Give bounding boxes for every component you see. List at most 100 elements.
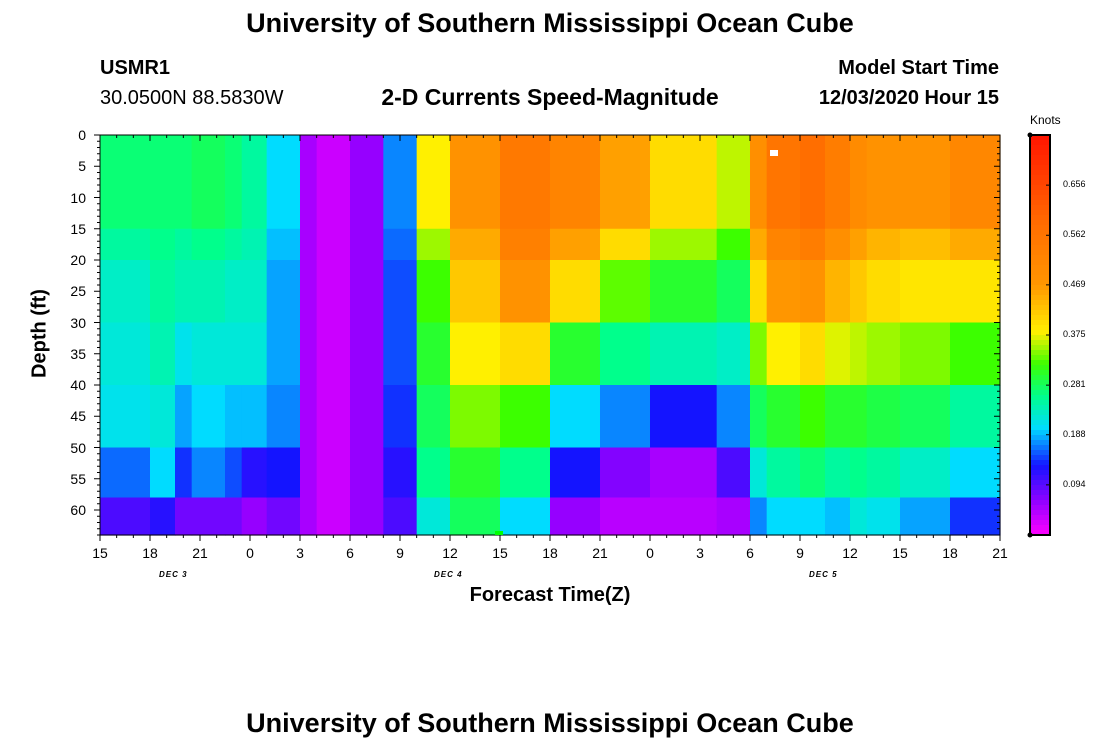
colorbar-swatch xyxy=(1030,140,1050,146)
colorbar-swatch xyxy=(1030,230,1050,236)
heatmap-cell xyxy=(650,385,718,449)
x-tick-label: 15 xyxy=(492,545,508,561)
heatmap-cell xyxy=(900,385,951,449)
heatmap-cell xyxy=(716,497,751,536)
heatmap-cell xyxy=(766,322,801,386)
colorbar-frame xyxy=(1029,134,1051,536)
heatmap-cell xyxy=(650,260,718,324)
speed-heatmap-cells xyxy=(100,135,1001,536)
heatmap-cell xyxy=(100,135,151,230)
colorbar-swatch xyxy=(1030,255,1050,261)
heatmap-cell xyxy=(600,322,651,386)
heatmap-cell xyxy=(800,135,826,230)
heatmap-cell xyxy=(150,228,176,261)
heatmap-cell xyxy=(750,135,768,230)
heatmap-cell xyxy=(241,135,268,230)
green-marker xyxy=(495,531,503,535)
colorbar-swatch xyxy=(1030,360,1050,366)
colorbar-swatch xyxy=(1030,380,1050,386)
heatmap-cell xyxy=(225,135,243,230)
colorbar-swatch xyxy=(1030,450,1050,456)
colorbar-swatch xyxy=(1030,240,1050,246)
heatmap-cell xyxy=(766,135,801,230)
heatmap-cell xyxy=(383,135,418,230)
colorbar-swatch xyxy=(1030,280,1050,286)
heatmap-cell xyxy=(750,385,768,449)
colorbar-tick-label: 0.375 xyxy=(1063,329,1086,339)
heatmap-cell xyxy=(300,228,318,261)
heatmap-cell xyxy=(550,322,601,386)
heatmap-cell xyxy=(266,260,301,324)
heatmap-cell xyxy=(650,497,718,536)
colorbar-swatch xyxy=(1030,525,1050,531)
colorbar-swatch xyxy=(1030,470,1050,476)
heatmap-cell xyxy=(500,135,551,230)
colorbar-swatch xyxy=(1030,330,1050,336)
colorbar-swatch xyxy=(1030,265,1050,271)
heatmap-cell xyxy=(866,497,901,536)
y-tick-label: 20 xyxy=(70,252,86,268)
heatmap-cell xyxy=(950,447,1001,499)
heatmap-cell xyxy=(750,447,768,499)
heatmap-cell xyxy=(550,447,601,499)
colorbar-swatch xyxy=(1030,235,1050,241)
heatmap-cell xyxy=(716,385,751,449)
colorbar-swatch xyxy=(1030,350,1050,356)
heatmap-cell xyxy=(600,260,651,324)
x-tick-label: 15 xyxy=(92,545,108,561)
x-axis-label-text: Forecast Time(Z) xyxy=(469,584,631,606)
y-tick-label: 10 xyxy=(70,189,86,206)
colorbar-swatch xyxy=(1030,345,1050,351)
heatmap-cell xyxy=(850,497,868,536)
heatmap-cell xyxy=(866,385,901,449)
heatmap-cell xyxy=(766,228,801,261)
colorbar-swatch xyxy=(1030,260,1050,266)
colorbar-swatch xyxy=(1030,200,1050,206)
colorbar-swatch xyxy=(1030,365,1050,371)
x-tick-label: 9 xyxy=(796,545,804,561)
x-tick-label: 12 xyxy=(842,545,858,561)
colorbar-swatch xyxy=(1030,170,1050,176)
heatmap-cell xyxy=(850,447,868,499)
heatmap-cell xyxy=(416,135,451,230)
colorbar-swatch xyxy=(1030,415,1050,421)
x-tick-label: 6 xyxy=(746,545,754,561)
heatmap-cell xyxy=(450,447,501,499)
heatmap-cell xyxy=(350,135,384,230)
heatmap-cell xyxy=(825,385,851,449)
heatmap-cell xyxy=(225,385,243,449)
y-axis-label: Depth (ft) xyxy=(28,289,51,378)
y-tick-label: 0 xyxy=(78,127,86,143)
colorbar-tick-label: 0.656 xyxy=(1063,179,1086,190)
heatmap-cell xyxy=(191,322,226,386)
y-tick-label: 60 xyxy=(70,502,86,518)
heatmap-cell xyxy=(316,260,351,324)
plot-frame xyxy=(99,134,1001,536)
colorbar-swatch xyxy=(1030,335,1050,341)
colorbar-swatch xyxy=(1030,355,1050,361)
x-tick-label: 3 xyxy=(296,545,304,561)
heatmap-cell xyxy=(150,385,176,449)
y-tick-label: 25 xyxy=(70,283,86,300)
colorbar-tick-label: 0.188 xyxy=(1063,428,1086,439)
date-label: DEC 4 xyxy=(434,570,463,579)
heatmap-cell xyxy=(100,447,151,499)
heatmap-cell xyxy=(350,447,384,499)
colorbar-swatch xyxy=(1030,510,1050,516)
heatmap-cell xyxy=(383,497,418,536)
y-tick-label: 35 xyxy=(70,345,86,362)
heatmap-cell xyxy=(800,260,826,324)
colorbar-swatch xyxy=(1030,320,1050,326)
heatmap-cell xyxy=(500,447,551,499)
colorbar-swatch xyxy=(1030,515,1050,521)
heatmap-cell xyxy=(416,497,451,536)
heatmap-cell xyxy=(300,385,318,449)
heatmap-cell xyxy=(150,497,176,536)
heatmap-cell xyxy=(175,322,193,386)
heatmap-cell xyxy=(600,447,651,499)
heatmap-cell xyxy=(950,322,1001,386)
heatmap-cell xyxy=(825,228,851,261)
colorbar-swatch xyxy=(1030,250,1050,256)
heatmap-cell xyxy=(383,447,418,499)
heatmap-cell xyxy=(150,135,176,230)
